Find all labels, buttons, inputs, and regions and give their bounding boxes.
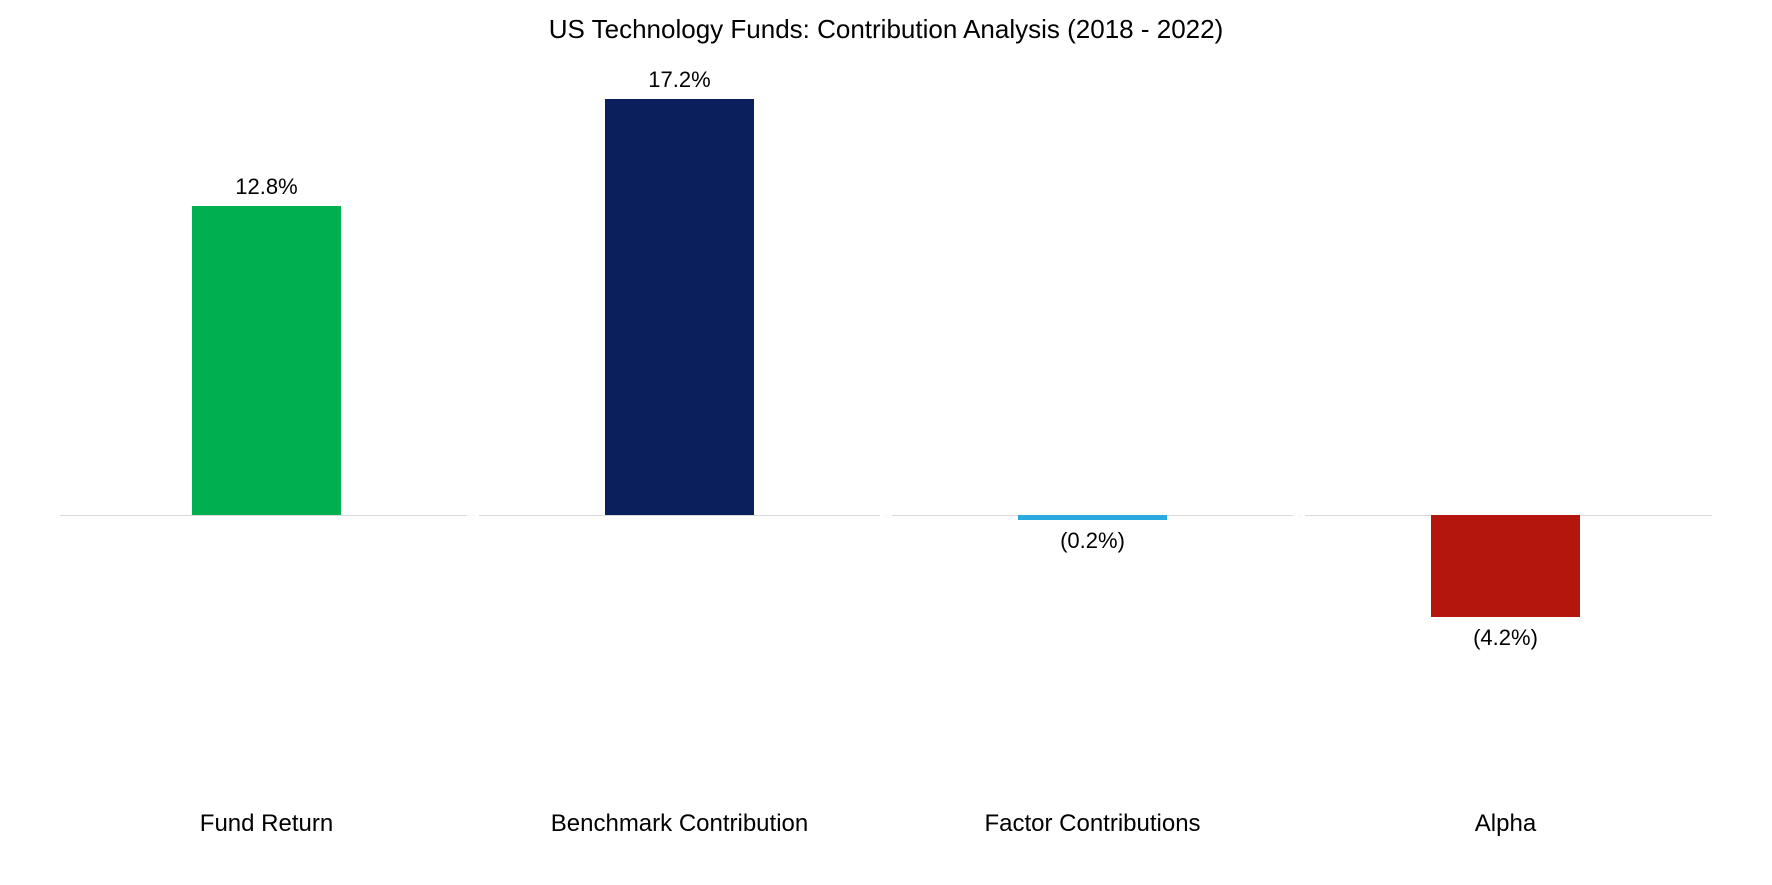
category-labels-row: Fund ReturnBenchmark ContributionFactor …	[60, 810, 1712, 850]
bar	[1431, 515, 1580, 617]
plot-area: 12.8%17.2%(0.2%)(4.2%)	[60, 80, 1712, 660]
col-divider	[886, 515, 887, 516]
col-divider	[473, 515, 474, 516]
category-label: Factor Contributions	[886, 810, 1299, 838]
bar	[605, 99, 754, 515]
bar-value-label: 12.8%	[60, 174, 473, 200]
category-label: Benchmark Contribution	[473, 810, 886, 838]
category-label: Fund Return	[60, 810, 473, 838]
col-divider	[1299, 515, 1300, 516]
bar-value-label: 17.2%	[473, 67, 886, 93]
bar	[192, 206, 341, 515]
chart-container: US Technology Funds: Contribution Analys…	[0, 0, 1772, 885]
bar	[1018, 515, 1167, 520]
chart-title: US Technology Funds: Contribution Analys…	[0, 14, 1772, 45]
bar-value-label: (0.2%)	[886, 528, 1299, 554]
category-label: Alpha	[1299, 810, 1712, 838]
bar-value-label: (4.2%)	[1299, 625, 1712, 651]
